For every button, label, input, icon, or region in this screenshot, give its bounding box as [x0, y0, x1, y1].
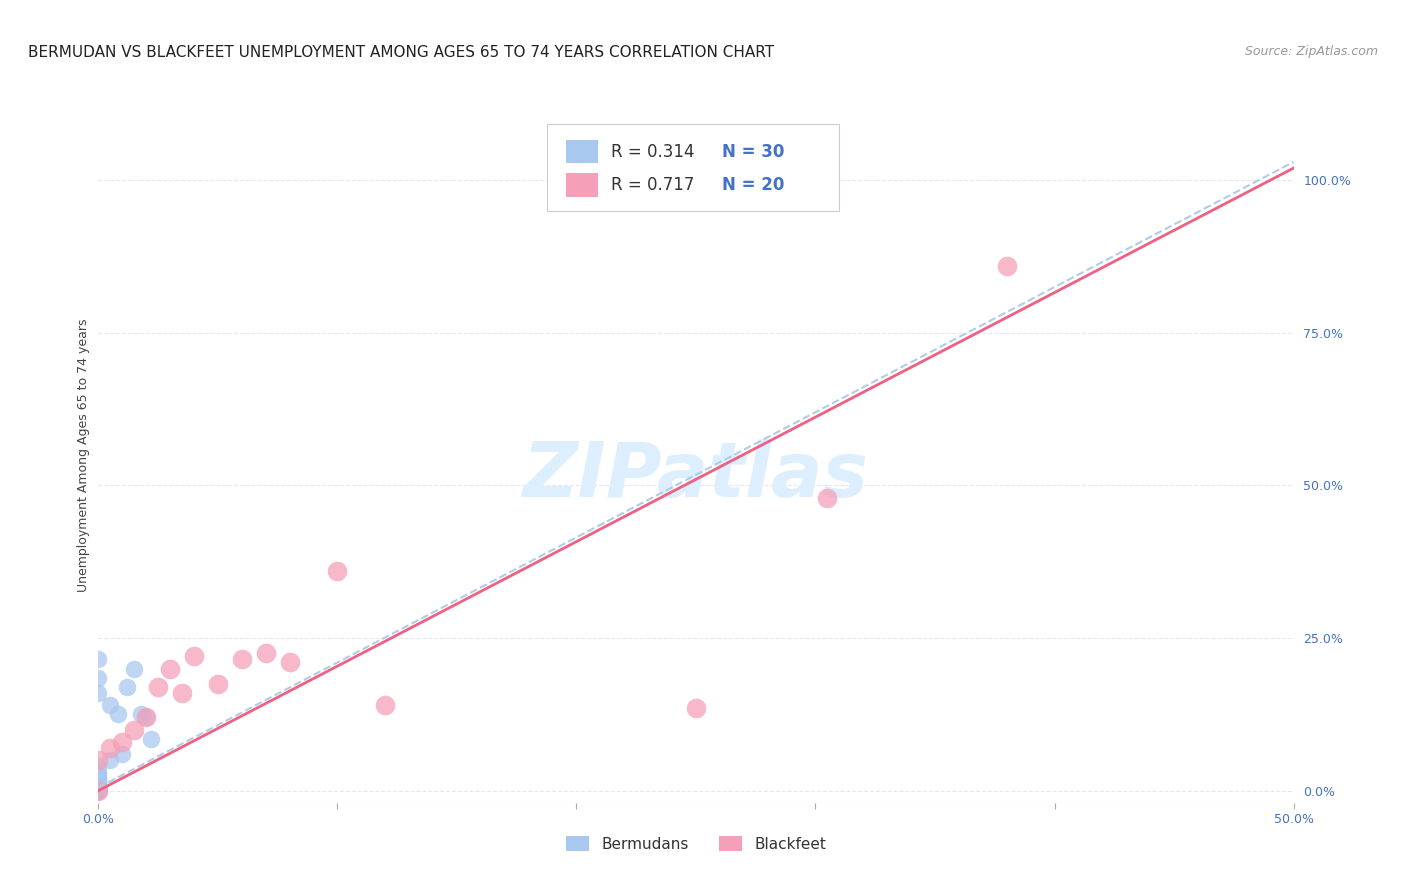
Point	[87, 773, 110, 788]
Point	[98, 753, 122, 767]
Point	[326, 564, 349, 578]
Point	[131, 707, 153, 722]
Text: N = 20: N = 20	[723, 176, 785, 194]
Text: ZIPatlas: ZIPatlas	[523, 439, 869, 513]
Point	[98, 740, 122, 755]
Point	[135, 710, 157, 724]
Legend: Bermudans, Blackfeet: Bermudans, Blackfeet	[560, 830, 832, 858]
Point	[87, 780, 110, 795]
Point	[685, 701, 707, 715]
Point	[87, 671, 110, 685]
Text: BERMUDAN VS BLACKFEET UNEMPLOYMENT AMONG AGES 65 TO 74 YEARS CORRELATION CHART: BERMUDAN VS BLACKFEET UNEMPLOYMENT AMONG…	[28, 45, 775, 60]
Point	[87, 774, 110, 789]
Point	[87, 783, 110, 797]
Point	[87, 776, 110, 790]
Text: R = 0.314: R = 0.314	[612, 143, 695, 161]
Point	[111, 735, 134, 749]
Point	[172, 686, 194, 700]
Point	[139, 731, 162, 746]
Text: R = 0.717: R = 0.717	[612, 176, 695, 194]
Point	[87, 686, 110, 700]
Point	[107, 707, 129, 722]
Point	[183, 649, 205, 664]
Point	[87, 759, 110, 773]
Point	[87, 783, 110, 797]
Text: N = 30: N = 30	[723, 143, 785, 161]
Point	[87, 753, 110, 767]
Point	[159, 661, 181, 675]
Point	[87, 772, 110, 786]
Point	[124, 723, 146, 737]
Point	[115, 680, 138, 694]
Point	[231, 652, 253, 666]
Point	[87, 783, 110, 797]
Point	[207, 677, 229, 691]
Point	[87, 781, 110, 796]
Point	[278, 656, 301, 670]
FancyBboxPatch shape	[565, 173, 598, 197]
Y-axis label: Unemployment Among Ages 65 to 74 years: Unemployment Among Ages 65 to 74 years	[77, 318, 90, 591]
Point	[111, 747, 134, 761]
Point	[148, 680, 170, 694]
Point	[87, 779, 110, 793]
Point	[87, 780, 110, 795]
Point	[87, 782, 110, 797]
Point	[815, 491, 838, 505]
Point	[995, 259, 1018, 273]
Point	[87, 777, 110, 791]
Point	[87, 768, 110, 782]
Point	[87, 783, 110, 797]
FancyBboxPatch shape	[565, 140, 598, 163]
Point	[804, 173, 827, 187]
FancyBboxPatch shape	[547, 124, 839, 211]
Text: Source: ZipAtlas.com: Source: ZipAtlas.com	[1244, 45, 1378, 58]
Point	[87, 765, 110, 780]
Point	[87, 780, 110, 794]
Point	[254, 646, 277, 660]
Point	[135, 710, 157, 724]
Point	[124, 661, 146, 675]
Point	[374, 698, 396, 713]
Point	[87, 652, 110, 666]
Point	[98, 698, 122, 713]
Point	[87, 783, 110, 797]
